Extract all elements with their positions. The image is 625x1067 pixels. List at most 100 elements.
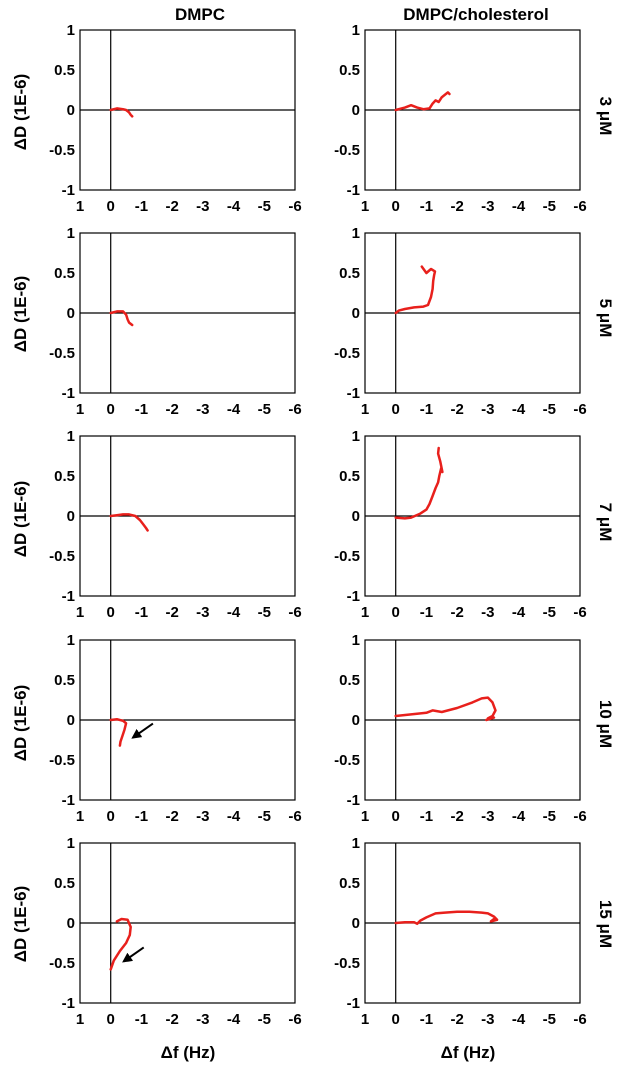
x-tick-label: -5	[543, 604, 556, 621]
y-tick-label: 0	[352, 915, 360, 932]
x-tick-label: 1	[76, 808, 84, 825]
data-series-line	[109, 310, 134, 327]
y-tick-label: -1	[62, 792, 75, 809]
panel-7-m-dmpc-cholesterol: 10.50-0.5-11 0 -1 -2 -3 -4 -5 -6	[334, 428, 587, 621]
x-tick-label: -1	[420, 1011, 433, 1028]
x-tick-label: -3	[196, 1011, 209, 1028]
x-tick-label: -4	[227, 604, 241, 621]
x-tick-label: -6	[573, 604, 586, 621]
x-tick-label: -6	[573, 1011, 586, 1028]
x-tick-label: -2	[450, 1011, 463, 1028]
x-tick-label: -4	[512, 401, 526, 418]
panel-3-m-dmpc-cholesterol: 10.50-0.5-11 0 -1 -2 -3 -4 -5 -6	[334, 22, 587, 215]
x-tick-label: -3	[481, 808, 494, 825]
x-tick-label: -6	[288, 401, 301, 418]
y-tick-label: 0	[67, 305, 75, 322]
y-tick-label: -0.5	[49, 955, 75, 972]
x-tick-label: -2	[165, 198, 178, 215]
x-tick-label: -1	[135, 401, 148, 418]
panel-5-m-dmpc: 10.50-0.5-11 0 -1 -2 -3 -4 -5 -6	[49, 225, 302, 418]
x-tick-label: -6	[573, 198, 586, 215]
x-tick-label: 1	[361, 808, 369, 825]
x-tick-label: -4	[512, 808, 526, 825]
y-tick-label: 0.5	[339, 875, 360, 892]
y-axis-label-row-3: ΔD (1E-6)	[11, 481, 30, 557]
x-tick-label: -5	[258, 1011, 271, 1028]
data-series-line	[109, 513, 149, 532]
column-title-dmpc-cholesterol: DMPC/cholesterol	[403, 5, 548, 24]
data-series-line	[109, 717, 128, 747]
x-tick-label: -6	[573, 808, 586, 825]
x-tick-label: -1	[135, 198, 148, 215]
x-tick-label: -5	[543, 1011, 556, 1028]
x-tick-label: -4	[227, 808, 241, 825]
x-tick-label: -5	[258, 401, 271, 418]
y-tick-label: -0.5	[334, 345, 360, 362]
y-tick-label: -1	[347, 792, 360, 809]
x-tick-label: 0	[107, 604, 115, 621]
y-axis-label-row-4: ΔD (1E-6)	[11, 685, 30, 761]
x-tick-label: -2	[450, 808, 463, 825]
panel-7-m-dmpc: 10.50-0.5-11 0 -1 -2 -3 -4 -5 -6	[49, 428, 302, 621]
x-tick-label: -5	[258, 604, 271, 621]
x-tick-label: -4	[227, 401, 241, 418]
y-tick-label: -1	[347, 385, 360, 402]
x-tick-label: -4	[227, 198, 241, 215]
y-tick-label: -0.5	[334, 548, 360, 565]
y-tick-label: 0.5	[339, 672, 360, 689]
y-tick-label: -1	[62, 995, 75, 1012]
x-axis-label-right: Δf (Hz)	[441, 1043, 496, 1062]
x-tick-label: 1	[76, 604, 84, 621]
x-tick-label: 0	[392, 808, 400, 825]
panel-10-m-dmpc: 10.50-0.5-11 0 -1 -2 -3 -4 -5 -6	[49, 632, 302, 825]
y-tick-label: 0	[67, 508, 75, 525]
y-tick-label: 0.5	[339, 468, 360, 485]
x-tick-label: 0	[107, 1011, 115, 1028]
y-tick-label: -1	[347, 995, 360, 1012]
x-tick-label: -1	[420, 198, 433, 215]
x-tick-label: 0	[392, 604, 400, 621]
x-tick-label: -6	[288, 1011, 301, 1028]
y-tick-label: 1	[352, 428, 360, 445]
x-tick-label: 1	[361, 401, 369, 418]
x-tick-label: 0	[392, 401, 400, 418]
y-tick-label: -1	[62, 588, 75, 605]
y-tick-label: -0.5	[49, 345, 75, 362]
x-tick-label: 0	[107, 401, 115, 418]
panel-15-m-dmpc: 10.50-0.5-11 0 -1 -2 -3 -4 -5 -6	[49, 835, 302, 1028]
y-tick-label: -0.5	[49, 752, 75, 769]
y-tick-label: 1	[67, 835, 75, 852]
x-tick-label: -3	[481, 1011, 494, 1028]
x-tick-label: -6	[573, 401, 586, 418]
x-tick-label: -1	[135, 808, 148, 825]
x-tick-label: 0	[392, 198, 400, 215]
x-tick-label: 1	[361, 1011, 369, 1028]
y-tick-label: -0.5	[334, 142, 360, 159]
x-tick-label: -2	[165, 808, 178, 825]
y-tick-label: 0	[352, 508, 360, 525]
x-tick-label: 1	[361, 198, 369, 215]
x-tick-label: -5	[543, 198, 556, 215]
x-tick-label: 0	[392, 1011, 400, 1028]
x-tick-label: -3	[481, 604, 494, 621]
y-tick-label: 0	[352, 712, 360, 729]
y-tick-label: -0.5	[49, 548, 75, 565]
concentration-label-3: 3 μM	[596, 97, 615, 136]
x-tick-label: 1	[76, 198, 84, 215]
y-tick-label: 0	[67, 915, 75, 932]
data-series-line	[109, 917, 132, 971]
annotation-arrow	[122, 946, 145, 963]
data-series-line	[394, 265, 437, 315]
x-tick-label: 1	[76, 401, 84, 418]
x-tick-label: -4	[227, 1011, 241, 1028]
x-tick-label: -1	[135, 604, 148, 621]
panels: 10.50-0.5-11 0 -1 -2 -3 -4 -5 -610.50-0.5-11 0 -1…	[49, 22, 587, 1028]
x-tick-label: -6	[288, 198, 301, 215]
concentration-label-5: 5 μM	[596, 299, 615, 338]
concentration-label-7: 7 μM	[596, 503, 615, 542]
concentration-label-10: 10 μM	[596, 700, 615, 748]
y-tick-label: 0	[352, 102, 360, 119]
y-tick-label: 0.5	[54, 265, 75, 282]
data-series-line	[394, 446, 444, 520]
